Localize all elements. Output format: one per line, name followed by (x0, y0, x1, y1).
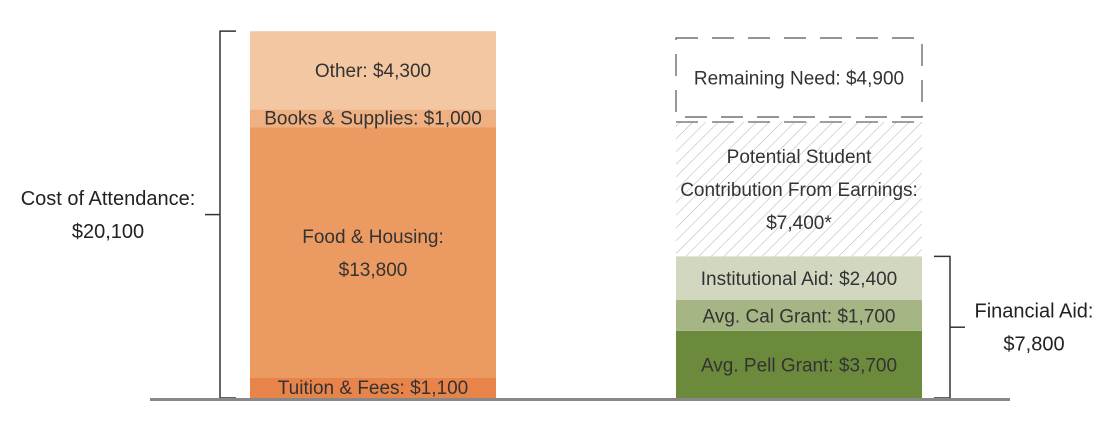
segment-books-supplies (250, 109, 496, 128)
segment-tuition-fees-label: Tuition & Fees: $1,100 (278, 378, 468, 399)
segment-tuition-fees (250, 378, 496, 398)
segment-avg-cal-grant-label: Avg. Cal Grant: $1,700 (703, 306, 896, 327)
bracket-cost-of-attendance (219, 30, 236, 399)
segment-other-label: Other: $4,300 (315, 61, 431, 82)
segment-potential-student-label: Potential Student Contribution From Earni… (680, 147, 918, 234)
segment-potential-student (676, 122, 922, 257)
bracket-financial-aid (934, 255, 951, 399)
bracket-financial-aid-label: Financial Aid: $7,800 (975, 301, 1094, 356)
segment-food-housing-label: Food & Housing: $13,800 (302, 227, 444, 281)
segment-other (250, 31, 496, 110)
segment-remaining-need-label: Remaining Need: $4,900 (694, 69, 904, 90)
bracket-cost-of-attendance-label: Cost of Attendance: $20,100 (21, 188, 196, 243)
segment-institutional-aid (676, 256, 922, 300)
segment-books-supplies-label: Books & Supplies: $1,000 (264, 108, 482, 129)
segment-avg-pell-grant-label: Avg. Pell Grant: $3,700 (701, 355, 897, 376)
segment-avg-cal-grant (676, 299, 922, 331)
segment-food-housing (250, 127, 496, 379)
segment-institutional-aid-label: Institutional Aid: $2,400 (701, 269, 897, 290)
segment-remaining-need (675, 37, 923, 118)
segment-avg-pell-grant (676, 330, 922, 398)
